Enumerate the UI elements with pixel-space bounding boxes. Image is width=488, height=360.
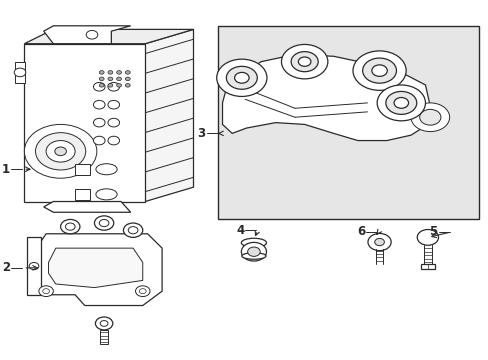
Text: 6: 6 bbox=[356, 225, 365, 238]
Circle shape bbox=[139, 289, 146, 294]
Bar bbox=[15, 62, 25, 83]
Polygon shape bbox=[48, 248, 142, 288]
Circle shape bbox=[362, 58, 396, 83]
Circle shape bbox=[281, 44, 327, 79]
Bar bbox=[27, 237, 41, 295]
Circle shape bbox=[100, 320, 108, 326]
Circle shape bbox=[247, 247, 260, 256]
Circle shape bbox=[42, 289, 49, 294]
Circle shape bbox=[135, 286, 150, 297]
Circle shape bbox=[234, 72, 248, 83]
Circle shape bbox=[125, 84, 130, 87]
Circle shape bbox=[93, 100, 105, 109]
Circle shape bbox=[36, 133, 85, 170]
Circle shape bbox=[393, 98, 408, 108]
Circle shape bbox=[352, 51, 406, 90]
Circle shape bbox=[108, 84, 113, 87]
Circle shape bbox=[117, 77, 121, 81]
Bar bbox=[75, 189, 90, 200]
Ellipse shape bbox=[96, 164, 117, 175]
Circle shape bbox=[108, 77, 113, 81]
Polygon shape bbox=[43, 202, 130, 212]
Circle shape bbox=[61, 220, 80, 234]
Circle shape bbox=[385, 91, 416, 114]
Circle shape bbox=[108, 71, 113, 74]
Polygon shape bbox=[24, 30, 193, 44]
Circle shape bbox=[55, 147, 66, 156]
Polygon shape bbox=[222, 54, 429, 140]
Circle shape bbox=[46, 140, 75, 162]
Circle shape bbox=[93, 82, 105, 91]
Circle shape bbox=[93, 136, 105, 145]
Ellipse shape bbox=[242, 253, 265, 259]
Circle shape bbox=[95, 317, 113, 330]
Circle shape bbox=[416, 229, 438, 245]
Circle shape bbox=[290, 51, 318, 72]
Circle shape bbox=[99, 77, 104, 81]
Circle shape bbox=[226, 66, 257, 89]
Text: 1: 1 bbox=[2, 163, 10, 176]
Polygon shape bbox=[145, 30, 193, 202]
Circle shape bbox=[24, 125, 97, 178]
Bar bbox=[100, 330, 108, 344]
Circle shape bbox=[93, 118, 105, 127]
Circle shape bbox=[29, 262, 39, 270]
Circle shape bbox=[108, 82, 120, 91]
Bar bbox=[217, 26, 478, 220]
Ellipse shape bbox=[96, 189, 117, 200]
Circle shape bbox=[108, 136, 120, 145]
Circle shape bbox=[367, 233, 390, 251]
Circle shape bbox=[419, 109, 440, 125]
Circle shape bbox=[99, 71, 104, 74]
Circle shape bbox=[65, 223, 75, 230]
Circle shape bbox=[125, 77, 130, 81]
Circle shape bbox=[410, 103, 449, 132]
Text: 2: 2 bbox=[2, 261, 10, 274]
Circle shape bbox=[108, 118, 120, 127]
Text: 5: 5 bbox=[428, 225, 437, 238]
Circle shape bbox=[125, 71, 130, 74]
Circle shape bbox=[14, 68, 26, 77]
Circle shape bbox=[241, 242, 266, 261]
Polygon shape bbox=[37, 234, 162, 306]
Circle shape bbox=[128, 226, 138, 234]
Bar bbox=[75, 163, 90, 175]
Circle shape bbox=[376, 85, 425, 121]
Text: 3: 3 bbox=[197, 127, 205, 140]
Circle shape bbox=[374, 238, 384, 246]
Circle shape bbox=[94, 216, 114, 230]
Circle shape bbox=[123, 223, 142, 237]
Circle shape bbox=[117, 84, 121, 87]
Circle shape bbox=[108, 100, 120, 109]
Circle shape bbox=[298, 57, 310, 66]
Text: 4: 4 bbox=[236, 224, 244, 237]
Bar bbox=[420, 264, 434, 269]
Circle shape bbox=[99, 84, 104, 87]
Circle shape bbox=[216, 59, 266, 96]
Circle shape bbox=[371, 65, 386, 76]
Bar bbox=[24, 44, 145, 202]
Circle shape bbox=[117, 71, 121, 74]
Circle shape bbox=[39, 286, 53, 297]
Circle shape bbox=[99, 220, 109, 226]
Polygon shape bbox=[43, 26, 130, 44]
Circle shape bbox=[86, 31, 98, 39]
Ellipse shape bbox=[241, 238, 266, 247]
